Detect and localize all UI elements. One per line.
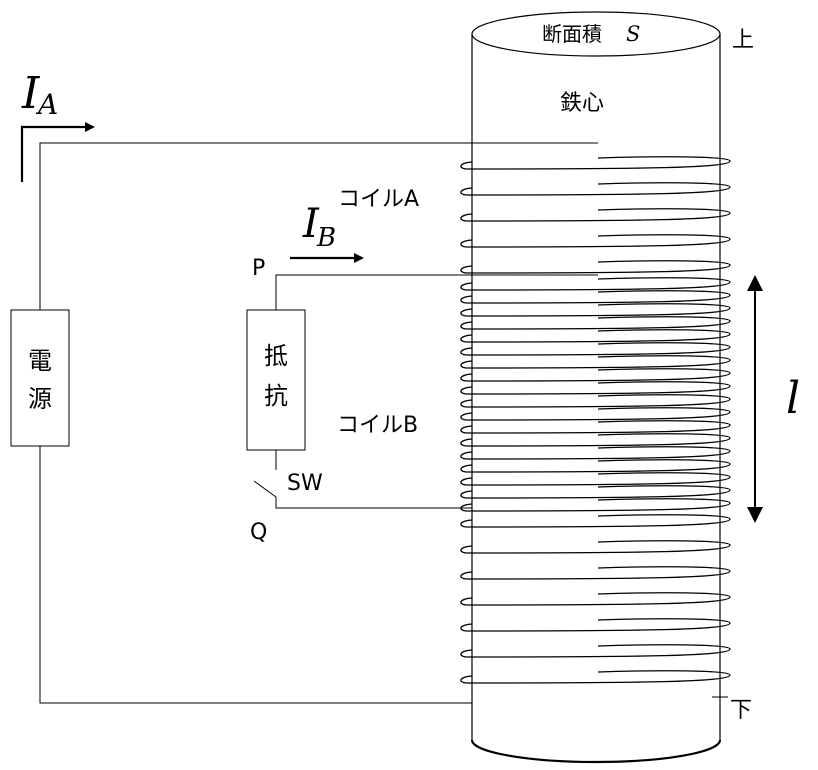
bottom-label: 下: [730, 698, 752, 723]
top-label: 上: [732, 28, 754, 53]
core-name-label: 鉄心: [560, 91, 604, 116]
current-b-symbol: I: [302, 201, 320, 247]
resistor-box: [246, 309, 306, 451]
coil-b-turn: [460, 459, 731, 473]
resistor-label-1: 抵: [264, 342, 288, 370]
core-bottom-arc: [470, 739, 722, 764]
coil-a-turn: [460, 670, 731, 684]
coil-b-turn: [460, 290, 731, 304]
wire-b-bottom: [275, 497, 472, 509]
coil-b-turn: [460, 381, 731, 395]
coil-a: [460, 156, 731, 684]
switch-label: SW: [287, 471, 323, 496]
coil-b-label: コイルB: [337, 413, 418, 438]
coil-b-turn: [460, 342, 731, 356]
coil-a-turn: [460, 514, 731, 528]
coil-b-turn: [460, 433, 731, 447]
core-area-label: 断面積: [542, 22, 602, 46]
coil-a-label: コイルA: [338, 187, 419, 212]
coil-b-turn: [460, 446, 731, 460]
coil-a-turn: [460, 618, 731, 632]
iron-core: [470, 11, 722, 764]
coil-a-turn: [460, 260, 731, 274]
length-symbol: l: [786, 373, 800, 424]
wire-a-bottom: [39, 446, 472, 704]
coil-a-turn: [460, 566, 731, 580]
coil-b-turn: [460, 485, 731, 499]
circuit-a-wires: [39, 142, 728, 704]
length-arrow: [747, 275, 763, 523]
coil-b: [460, 277, 731, 512]
length-arrow-bottom-head: [747, 507, 763, 523]
wire-b-top: [275, 274, 598, 310]
power-source-label-1: 電: [28, 347, 52, 375]
coil-b-turn: [460, 394, 731, 408]
core-area-symbol: S: [626, 22, 640, 46]
coil-a-turn: [460, 234, 731, 248]
coil-a-turn: [460, 644, 731, 658]
coil-a-turn: [460, 182, 731, 196]
switch-lever: [253, 480, 277, 498]
current-a-subscript: A: [35, 88, 58, 121]
coil-b-turn: [460, 316, 731, 330]
coil-b-turn: [460, 368, 731, 382]
power-source-label-2: 源: [28, 385, 52, 413]
current-b-subscript: B: [316, 223, 336, 253]
coil-b-turn: [460, 355, 731, 369]
current-a-symbol: I: [21, 68, 41, 119]
point-p-label: P: [252, 256, 265, 281]
coil-b-turn: [460, 498, 731, 512]
coil-b-turn: [460, 329, 731, 343]
coil-b-turn: [460, 407, 731, 421]
coil-b-turn: [460, 277, 731, 291]
coil-b-turn: [460, 303, 731, 317]
circuit-b-wires: [253, 274, 598, 509]
length-arrow-top-head: [747, 275, 763, 291]
coil-a-turn: [460, 208, 731, 222]
resistor-label-2: 抗: [264, 382, 288, 410]
coil-b-turn: [460, 420, 731, 434]
coil-a-turn: [460, 156, 731, 170]
power-source-box: [10, 309, 70, 447]
current-a-arrow: [20, 122, 95, 182]
coil-a-turn: [460, 592, 731, 606]
wire-a-top: [39, 142, 598, 310]
coil-b-turn: [460, 472, 731, 486]
point-q-label: Q: [250, 520, 267, 545]
coil-a-turn: [460, 540, 731, 554]
